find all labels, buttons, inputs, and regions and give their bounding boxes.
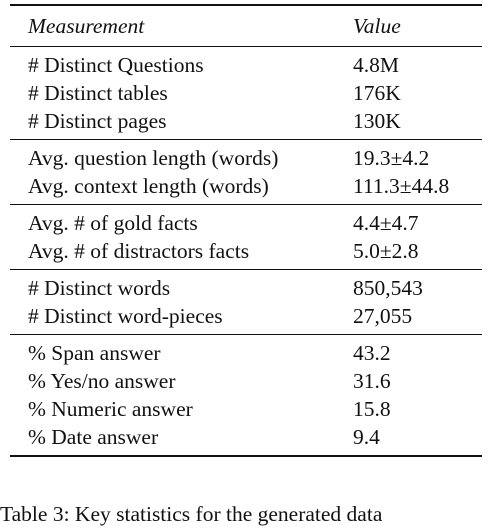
header-rule — [10, 46, 482, 47]
header-measurement: Measurement — [28, 14, 145, 38]
row-label: # Distinct pages — [28, 109, 167, 133]
row-label: Avg. question length (words) — [28, 146, 279, 170]
row-value: 5.0±2.8 — [353, 239, 419, 263]
row-label: # Distinct tables — [28, 81, 168, 105]
table-row: % Span answer 43.2 — [10, 339, 482, 367]
table-row: % Numeric answer 15.8 — [10, 395, 482, 423]
table-row: Avg. context length (words) 111.3±44.8 — [10, 172, 482, 200]
row-label: Avg. context length (words) — [28, 174, 269, 198]
table-group-vocabulary: # Distinct words 850,543 # Distinct word… — [10, 270, 482, 334]
row-value: 176K — [353, 81, 401, 105]
table-row: # Distinct word-pieces 27,055 — [10, 302, 482, 330]
group-divider — [10, 269, 482, 270]
row-value: 43.2 — [353, 341, 391, 365]
row-value: 19.3±4.2 — [353, 146, 430, 170]
header-value: Value — [353, 14, 401, 38]
row-value: 27,055 — [353, 304, 413, 328]
row-value: 4.4±4.7 — [353, 211, 419, 235]
table-caption: Table 3: Key statistics for the generate… — [0, 502, 383, 526]
table-row: % Date answer 9.4 — [10, 423, 482, 451]
row-value: 4.8M — [353, 53, 399, 77]
group-divider — [10, 139, 482, 140]
table-row: % Yes/no answer 31.6 — [10, 367, 482, 395]
row-label: # Distinct Questions — [28, 53, 204, 77]
row-value: 130K — [353, 109, 401, 133]
row-label: Avg. # of distractors facts — [28, 239, 250, 263]
row-label: % Span answer — [28, 341, 161, 365]
table-group-facts: Avg. # of gold facts 4.4±4.7 Avg. # of d… — [10, 205, 482, 269]
top-rule — [10, 4, 482, 6]
row-value: 9.4 — [353, 425, 380, 449]
table-row: Avg. # of gold facts 4.4±4.7 — [10, 209, 482, 237]
row-label: # Distinct words — [28, 276, 171, 300]
table-row: # Distinct tables 176K — [10, 79, 482, 107]
table-row: Avg. question length (words) 19.3±4.2 — [10, 144, 482, 172]
group-divider — [10, 334, 482, 335]
row-label: % Yes/no answer — [28, 369, 176, 393]
row-value: 111.3±44.8 — [353, 174, 450, 198]
table-group-lengths: Avg. question length (words) 19.3±4.2 Av… — [10, 140, 482, 204]
row-label: % Numeric answer — [28, 397, 193, 421]
row-label: # Distinct word-pieces — [28, 304, 223, 328]
table-row: # Distinct Questions 4.8M — [10, 51, 482, 79]
table-row: Avg. # of distractors facts 5.0±2.8 — [10, 237, 482, 265]
row-value: 850,543 — [353, 276, 423, 300]
table-header-row: Measurement Value — [10, 6, 482, 46]
statistics-table: Measurement Value # Distinct Questions 4… — [10, 4, 482, 457]
table-group-counts: # Distinct Questions 4.8M # Distinct tab… — [10, 47, 482, 139]
table-group-answer-types: % Span answer 43.2 % Yes/no answer 31.6 … — [10, 335, 482, 455]
table-row: # Distinct words 850,543 — [10, 274, 482, 302]
table-row: # Distinct pages 130K — [10, 107, 482, 135]
row-label: Avg. # of gold facts — [28, 211, 198, 235]
row-label: % Date answer — [28, 425, 159, 449]
row-value: 15.8 — [353, 397, 391, 421]
bottom-rule — [10, 455, 482, 457]
group-divider — [10, 204, 482, 205]
row-value: 31.6 — [353, 369, 391, 393]
